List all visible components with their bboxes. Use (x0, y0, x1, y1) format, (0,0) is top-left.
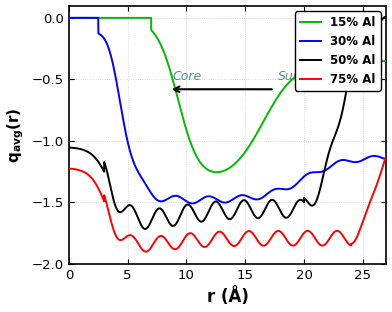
75% Al (143, 250, 148, 254)
Line: 30% Al: 30% Al (69, 18, 387, 203)
Line: 15% Al: 15% Al (69, 18, 387, 172)
75% Al (67, 167, 71, 170)
50% Al (143, 227, 147, 231)
30% Al (190, 202, 195, 205)
50% Al (212, 200, 217, 203)
Line: 75% Al: 75% Al (69, 155, 387, 252)
30% Al (317, 170, 321, 174)
50% Al (383, 15, 388, 19)
75% Al (375, 182, 379, 185)
15% Al (212, 170, 217, 174)
30% Al (212, 197, 217, 200)
30% Al (384, 158, 389, 161)
75% Al (384, 153, 389, 157)
50% Al (83, 149, 87, 152)
30% Al (375, 154, 380, 158)
50% Al (375, 27, 379, 31)
30% Al (67, 16, 71, 20)
50% Al (221, 210, 226, 213)
15% Al (83, 16, 87, 20)
50% Al (317, 191, 321, 195)
15% Al (221, 169, 226, 173)
15% Al (214, 170, 219, 174)
30% Al (221, 201, 226, 204)
15% Al (67, 16, 71, 20)
30% Al (83, 16, 87, 20)
Y-axis label: q$_\mathregular{avg}$(r): q$_\mathregular{avg}$(r) (5, 107, 26, 163)
50% Al (67, 146, 71, 149)
50% Al (384, 15, 389, 19)
30% Al (375, 154, 379, 158)
15% Al (317, 63, 321, 67)
15% Al (375, 59, 380, 63)
75% Al (221, 232, 226, 236)
15% Al (384, 59, 389, 63)
Line: 50% Al: 50% Al (69, 17, 387, 229)
Text: Surface: Surface (278, 70, 326, 83)
75% Al (375, 181, 380, 185)
75% Al (212, 233, 217, 237)
15% Al (375, 59, 379, 63)
Text: Core: Core (172, 70, 201, 83)
Legend: 15% Al, 30% Al, 50% Al, 75% Al: 15% Al, 30% Al, 50% Al, 75% Al (295, 12, 381, 90)
75% Al (317, 242, 321, 246)
X-axis label: r (Å): r (Å) (207, 287, 249, 306)
75% Al (83, 171, 87, 174)
50% Al (375, 27, 380, 31)
